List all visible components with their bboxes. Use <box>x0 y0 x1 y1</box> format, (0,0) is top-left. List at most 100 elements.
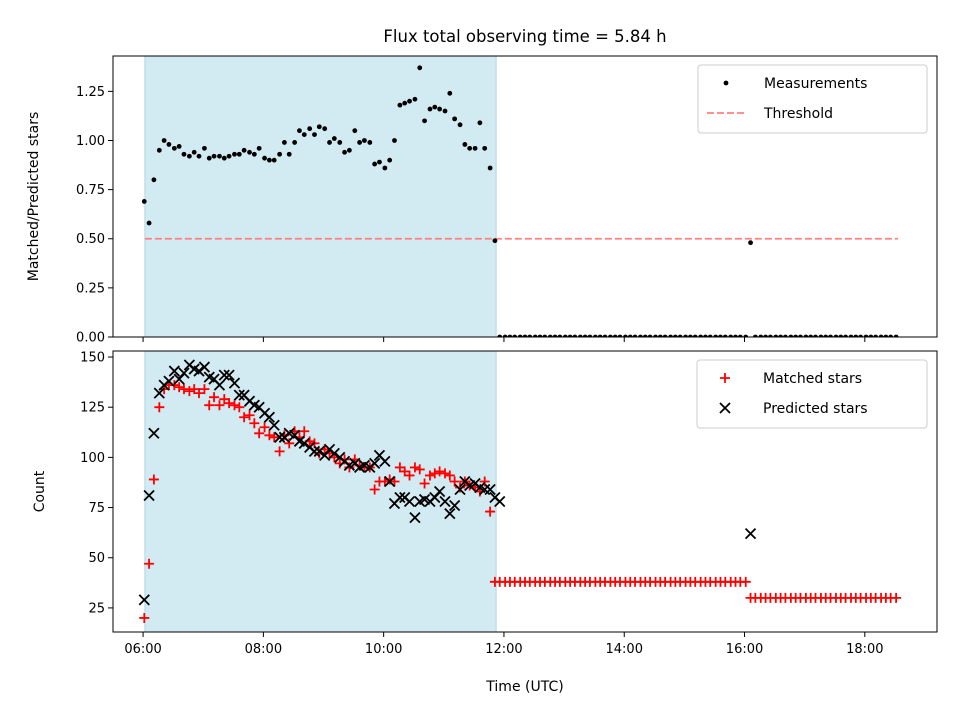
data-point <box>184 386 195 397</box>
data-point <box>662 334 668 337</box>
data-point <box>547 334 553 337</box>
data-point <box>582 334 588 337</box>
data-point <box>487 165 493 171</box>
legend-label: Measurements <box>764 76 867 92</box>
data-point <box>878 334 884 337</box>
data-point <box>394 491 406 504</box>
data-point <box>211 153 217 159</box>
data-point <box>803 334 809 337</box>
data-point <box>218 369 230 381</box>
data-point <box>893 334 899 337</box>
x-tick-label: 12:00 <box>485 642 522 657</box>
x-tick-label: 06:00 <box>124 642 161 657</box>
data-point <box>798 334 803 337</box>
data-point <box>244 410 255 421</box>
legend-box <box>697 64 928 134</box>
data-point <box>858 334 864 337</box>
shaded-interval <box>144 55 497 338</box>
data-point <box>767 334 773 337</box>
axes-frame <box>112 55 938 338</box>
data-point <box>181 151 187 157</box>
data-point <box>482 145 488 151</box>
data-point <box>657 334 663 337</box>
x-tick-label: 18:00 <box>846 642 883 657</box>
data-point <box>146 220 152 226</box>
y-tick-label: 25 <box>88 601 105 616</box>
data-point <box>502 334 508 337</box>
data-point <box>404 470 415 481</box>
data-point <box>266 157 272 163</box>
data-point <box>412 96 418 102</box>
data-point <box>214 400 225 411</box>
data-point <box>316 124 322 130</box>
data-point <box>256 145 262 151</box>
data-point <box>178 384 189 395</box>
data-point <box>512 334 518 337</box>
data-point <box>562 334 568 337</box>
data-point <box>322 126 328 132</box>
data-point <box>638 334 643 337</box>
data-point <box>707 334 713 337</box>
data-point <box>232 151 237 157</box>
data-point <box>403 495 416 508</box>
data-point <box>271 157 277 163</box>
data-point <box>369 484 380 495</box>
data-point <box>154 402 165 413</box>
data-point <box>264 430 275 441</box>
data-point <box>517 334 523 337</box>
data-point <box>156 147 162 153</box>
data-point <box>688 334 693 337</box>
data-point <box>733 334 738 337</box>
data-point <box>843 334 848 337</box>
legend-label: Predicted stars <box>763 401 868 417</box>
data-point <box>228 377 241 389</box>
legend-label: Matched stars <box>763 371 862 387</box>
data-point <box>434 466 445 477</box>
data-point <box>151 177 157 183</box>
data-point <box>873 334 879 337</box>
data-point <box>148 427 160 439</box>
data-point <box>346 147 352 153</box>
data-point <box>277 151 283 157</box>
data-point <box>357 140 362 145</box>
top-panel: 0.00 0.25 0.50 0.75 1.00 1.25 Matched/Predicte… <box>26 55 938 346</box>
data-point <box>186 153 192 159</box>
data-point <box>387 157 393 163</box>
data-point <box>337 140 343 145</box>
data-point <box>433 485 446 498</box>
data-point <box>449 476 460 487</box>
data-point <box>402 100 408 106</box>
data-point <box>308 445 321 457</box>
data-point <box>168 365 180 377</box>
y-tick-label: 1.25 <box>76 85 105 100</box>
data-point <box>808 334 814 337</box>
data-point <box>372 161 378 167</box>
data-point <box>642 334 648 337</box>
data-point <box>268 419 280 431</box>
data-point <box>313 445 325 457</box>
data-point <box>494 495 506 508</box>
chart-title: Flux total observing time = 5.84 h <box>383 27 666 46</box>
y-tick-label: 50 <box>88 551 105 566</box>
data-point <box>744 528 757 540</box>
data-point <box>286 151 292 157</box>
data-point <box>198 361 211 373</box>
data-point <box>437 106 442 112</box>
data-point <box>577 334 583 337</box>
data-point <box>298 437 310 449</box>
data-point <box>623 334 628 337</box>
data-point <box>763 334 768 337</box>
data-point <box>362 138 367 143</box>
data-point <box>148 474 159 485</box>
data-point <box>773 334 779 337</box>
y-tick-label: 0.75 <box>76 183 105 198</box>
data-point <box>301 132 307 138</box>
data-point <box>672 334 678 337</box>
data-point <box>161 138 167 143</box>
data-point <box>537 334 543 337</box>
data-point <box>602 334 608 337</box>
x-tick-label: 10:00 <box>365 642 402 657</box>
data-point <box>344 462 355 473</box>
legend: Matched stars Predicted stars <box>696 359 928 429</box>
